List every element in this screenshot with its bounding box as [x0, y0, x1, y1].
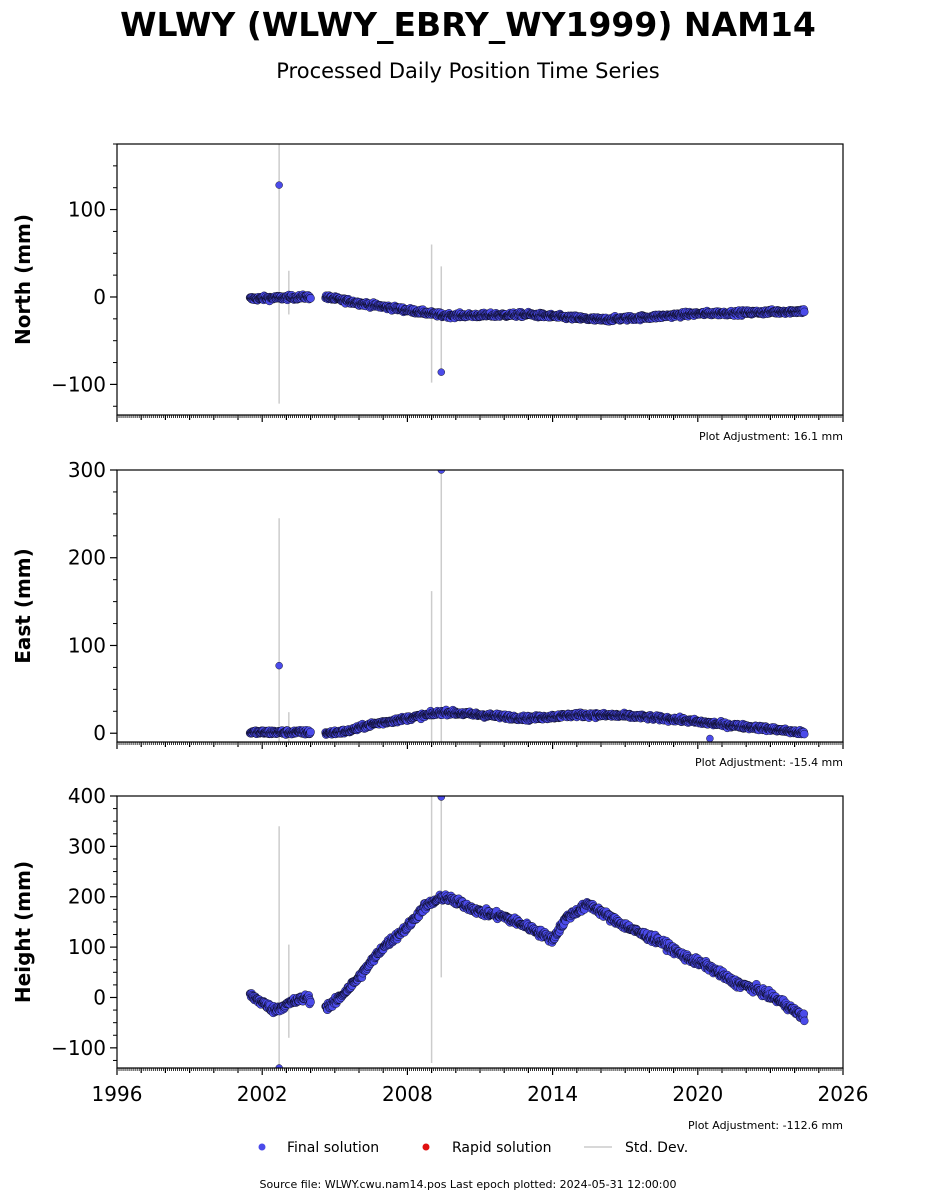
outlier-point	[706, 734, 714, 742]
x-tick-label: 2020	[672, 1082, 723, 1106]
y-tick-label: 300	[68, 458, 106, 482]
outlier-point	[275, 181, 283, 189]
y-tick-label: 0	[93, 985, 106, 1009]
y-tick-label: 300	[68, 834, 106, 858]
y-axis-label: East (mm)	[11, 548, 35, 664]
legend-label: Rapid solution	[452, 1140, 552, 1156]
panel-3: −100 0 100 200 300 400 1996 2002 2008 2014 2020 202…	[11, 784, 868, 1132]
outlier-point	[437, 368, 445, 376]
panel-2: 0 100 200 300 East (mm) Plot Adjustment: -15.…	[11, 458, 844, 769]
legend-item-rapid: Rapid solution	[422, 1140, 552, 1156]
legend-swatch	[258, 1143, 266, 1151]
plot-adjustment: Plot Adjustment: 16.1 mm	[699, 430, 843, 443]
legend-swatch	[422, 1143, 430, 1151]
y-tick-label: 200	[68, 885, 106, 909]
y-tick-label: 100	[68, 935, 106, 959]
panel-1: −100 0 100 North (mm) Plot Adjustment: 16.1 …	[11, 143, 844, 443]
y-tick-label: −100	[51, 1036, 106, 1060]
legend-item-final: Final solution	[258, 1140, 379, 1156]
axes-frame	[116, 469, 844, 743]
outlier-point	[437, 470, 445, 474]
plot-area	[245, 470, 809, 742]
axes-frame	[116, 795, 844, 1069]
y-tick-label: 100	[68, 633, 106, 657]
legend-item-stddev: Std. Dev.	[584, 1140, 688, 1156]
final-solution-series	[245, 290, 809, 326]
y-tick-label: 200	[68, 546, 106, 570]
data-point	[800, 729, 809, 739]
outlier-point	[437, 796, 445, 801]
plot-area	[245, 144, 809, 404]
legend: Final solution Rapid solution Std. Dev.	[258, 1140, 688, 1156]
x-tick-label: 2008	[382, 1082, 433, 1106]
y-tick-label: 0	[93, 721, 106, 745]
plot-adjustment: Plot Adjustment: -15.4 mm	[695, 756, 843, 769]
x-tick-label: 1996	[92, 1082, 143, 1106]
plot-area	[245, 796, 809, 1068]
data-point	[799, 1009, 808, 1018]
y-tick-label: −100	[51, 372, 106, 396]
legend-label: Std. Dev.	[625, 1140, 688, 1156]
axes-frame	[116, 143, 844, 416]
outlier-point	[275, 661, 283, 670]
x-tick-label: 2014	[527, 1082, 578, 1106]
final-solution-series	[245, 890, 809, 1026]
figure-subtitle: Processed Daily Position Time Series	[276, 59, 660, 83]
source-footer: Source file: WLWY.cwu.nam14.pos Last epo…	[259, 1178, 676, 1191]
figure-title: WLWY (WLWY_EBRY_WY1999) NAM14	[120, 5, 816, 44]
y-tick-label: 400	[68, 784, 106, 808]
y-axis-label: North (mm)	[11, 214, 35, 345]
plot-adjustment: Plot Adjustment: -112.6 mm	[688, 1119, 843, 1132]
final-solution-series	[245, 705, 809, 739]
y-tick-label: 100	[68, 198, 106, 222]
data-point	[306, 294, 315, 303]
panels: −100 0 100 North (mm) Plot Adjustment: 16.1 …	[11, 143, 868, 1132]
data-point	[800, 1016, 809, 1026]
y-tick-label: 0	[93, 285, 106, 309]
legend-label: Final solution	[287, 1140, 379, 1156]
x-tick-label: 2026	[818, 1082, 869, 1106]
x-tick-label: 2002	[237, 1082, 288, 1106]
data-point	[306, 997, 315, 1007]
y-axis-label: Height (mm)	[11, 861, 35, 1003]
data-point	[800, 307, 809, 317]
data-point	[306, 727, 315, 737]
